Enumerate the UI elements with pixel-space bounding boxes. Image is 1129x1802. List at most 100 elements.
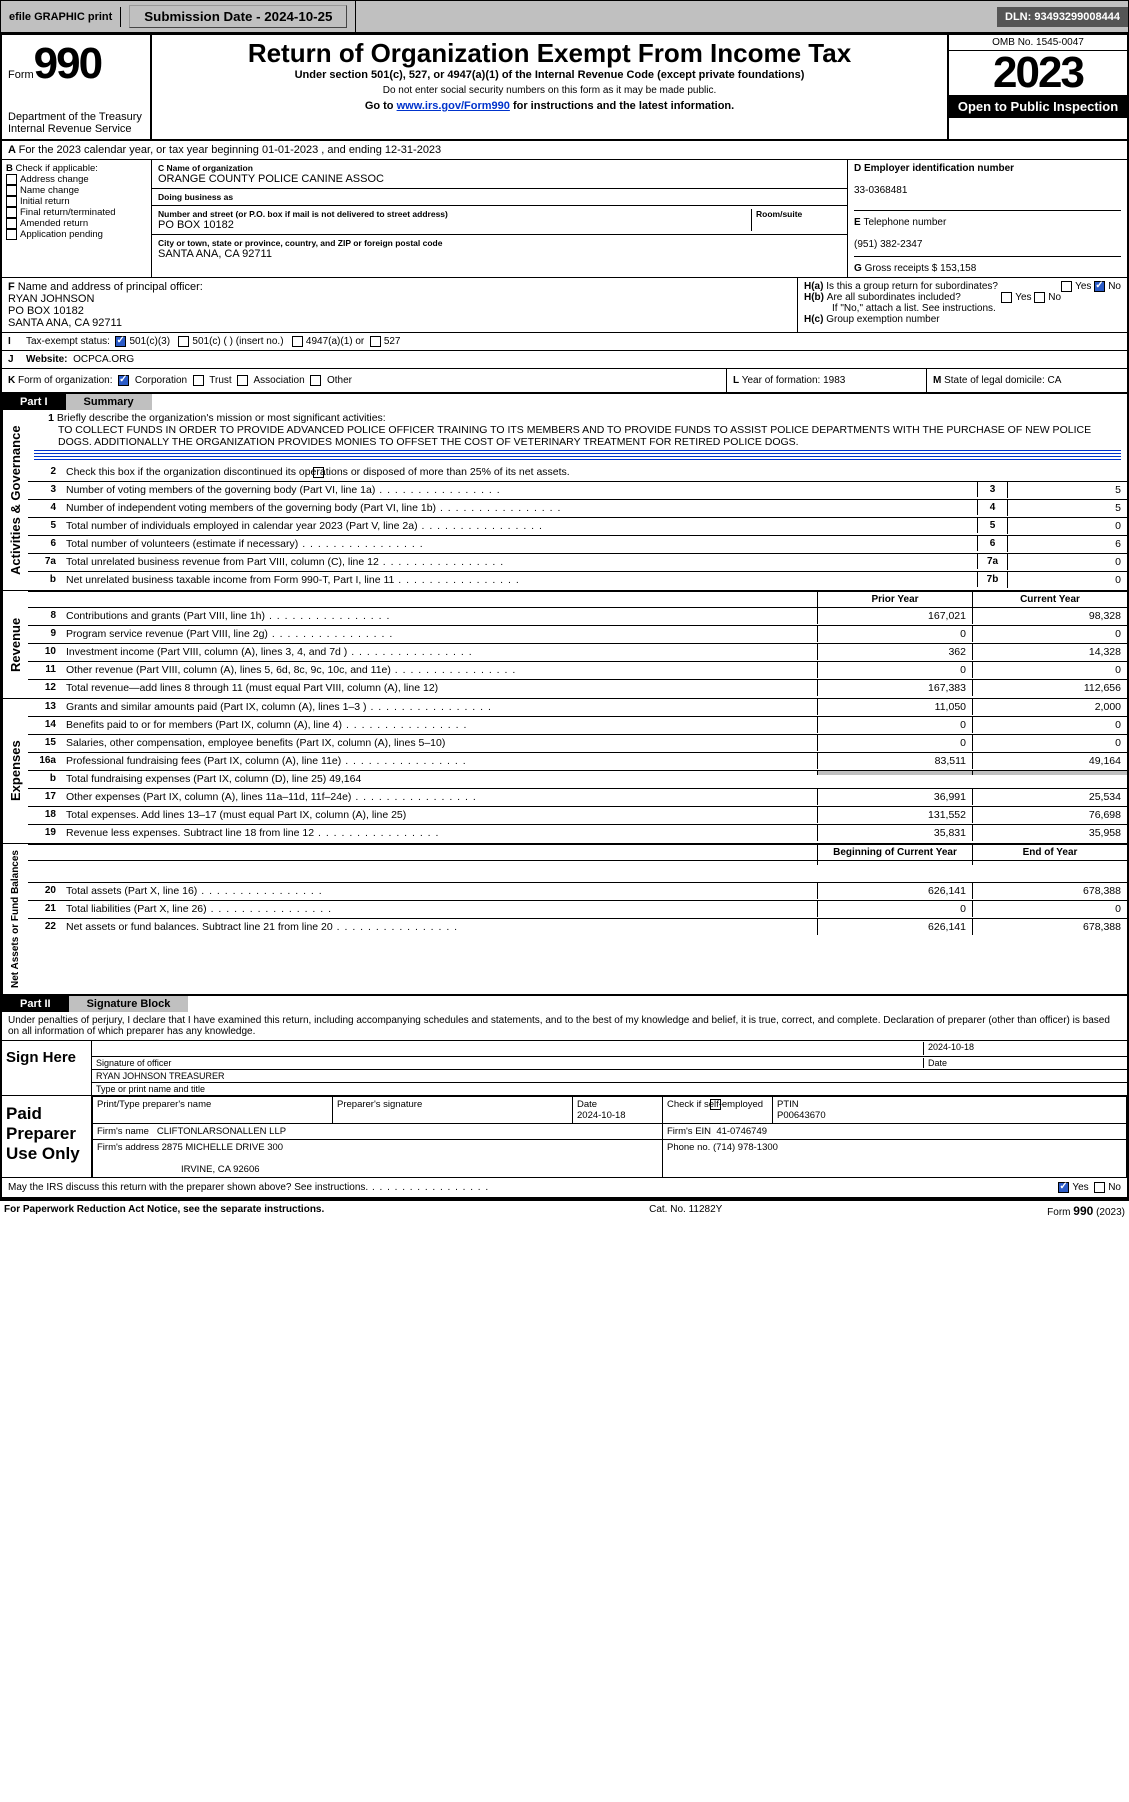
website-value: OCPCA.ORG [73, 354, 134, 365]
ein-value: 33-0368481 [854, 185, 907, 196]
v6: 6 [1007, 536, 1127, 552]
state-domicile: CA [1048, 375, 1062, 386]
checkbox-assoc[interactable] [237, 375, 248, 386]
dln-label: DLN: 93493299008444 [997, 7, 1128, 27]
row-org-name: C Name of organization ORANGE COUNTY POL… [152, 160, 847, 189]
open-inspection-badge: Open to Public Inspection [949, 95, 1127, 118]
entity-block: B Check if applicable: Address change Na… [2, 160, 1127, 278]
form-header: Form990 Department of the Treasury Inter… [2, 35, 1127, 141]
v5: 0 [1007, 518, 1127, 534]
side-label-governance: Activities & Governance [2, 410, 28, 590]
side-label-net: Net Assets or Fund Balances [2, 844, 28, 994]
checkbox-trust[interactable] [193, 375, 204, 386]
perjury-statement: Under penalties of perjury, I declare th… [2, 1012, 1127, 1041]
phone-value: (951) 382-2347 [854, 239, 922, 250]
checkbox-hb-yes[interactable] [1001, 292, 1012, 303]
ptin-value: P00643670 [777, 1110, 826, 1121]
form990-link[interactable]: www.irs.gov/Form990 [397, 100, 510, 112]
paid-preparer-block: Paid Preparer Use Only Print/Type prepar… [2, 1096, 1127, 1178]
cat-no: Cat. No. 11282Y [649, 1204, 722, 1218]
subtitle-2: Do not enter social security numbers on … [158, 85, 941, 96]
header-left: Form990 Department of the Treasury Inter… [2, 35, 152, 139]
v7b: 0 [1007, 572, 1127, 588]
discuss-row: May the IRS discuss this return with the… [2, 1178, 1127, 1199]
row-i: I Tax-exempt status: 501(c)(3) 501(c) ( … [2, 333, 1127, 351]
checkbox-discontinued[interactable] [313, 467, 324, 478]
top-toolbar: efile GRAPHIC print Submission Date - 20… [0, 0, 1129, 33]
checkbox-4947[interactable] [292, 336, 303, 347]
row-klm: K Form of organization: Corporation Trus… [2, 369, 1127, 394]
side-label-revenue: Revenue [2, 591, 28, 698]
form-title: Return of Organization Exempt From Incom… [158, 38, 941, 69]
side-label-expenses: Expenses [2, 699, 28, 843]
line-2: 2Check this box if the organization disc… [28, 464, 1127, 482]
checkbox-501c[interactable] [178, 336, 189, 347]
sign-here-label: Sign Here [2, 1041, 92, 1095]
mission-text: TO COLLECT FUNDS IN ORDER TO PROVIDE ADV… [34, 424, 1121, 448]
paid-preparer-label: Paid Preparer Use Only [2, 1096, 92, 1177]
submission-date: Submission Date - 2024-10-25 [121, 1, 356, 32]
checkbox-ha-no[interactable] [1094, 281, 1105, 292]
v4: 5 [1007, 500, 1127, 516]
officer-addr2: SANTA ANA, CA 92711 [8, 317, 122, 329]
checkbox-ha-yes[interactable] [1061, 281, 1072, 292]
dept-treasury: Department of the Treasury [8, 111, 144, 123]
f-h-row: F Name and address of principal officer:… [2, 278, 1127, 333]
efile-label: efile GRAPHIC print [1, 7, 121, 27]
col-deg: D Employer identification number 33-0368… [847, 160, 1127, 277]
officer-name: RYAN JOHNSON [8, 293, 94, 305]
street-address: PO BOX 10182 [158, 219, 751, 231]
checkbox-527[interactable] [370, 336, 381, 347]
checkbox-other[interactable] [310, 375, 321, 386]
firm-name: CLIFTONLARSONALLEN LLP [157, 1126, 286, 1137]
firm-phone: (714) 978-1300 [713, 1142, 778, 1153]
line-1: 1 Briefly describe the organization's mi… [28, 410, 1127, 464]
officer-addr1: PO BOX 10182 [8, 305, 84, 317]
checkbox-discuss-no[interactable] [1094, 1182, 1105, 1193]
submission-date-button[interactable]: Submission Date - 2024-10-25 [129, 5, 347, 28]
firm-ein: 41-0746749 [716, 1126, 767, 1137]
part1-header: Part I Summary [2, 394, 1127, 410]
irs-label: Internal Revenue Service [8, 123, 144, 135]
h-box: H(a) Is this a group return for subordin… [797, 278, 1127, 332]
checkbox-hb-no[interactable] [1034, 292, 1045, 303]
subtitle-1: Under section 501(c), 527, or 4947(a)(1)… [158, 69, 941, 81]
header-mid: Return of Organization Exempt From Incom… [152, 35, 947, 139]
checkbox-amended-return[interactable] [6, 218, 17, 229]
sign-here-block: Sign Here 2024-10-18 Signature of office… [2, 1041, 1127, 1096]
paid-preparer-table: Print/Type preparer's name Preparer's si… [92, 1096, 1127, 1177]
section-net-assets: Net Assets or Fund Balances Beginning of… [2, 844, 1127, 996]
subtitle-3: Go to www.irs.gov/Form990 for instructio… [158, 100, 941, 112]
header-right: OMB No. 1545-0047 2023 Open to Public In… [947, 35, 1127, 139]
org-name: ORANGE COUNTY POLICE CANINE ASSOC [158, 173, 841, 185]
col-c-name-address: C Name of organization ORANGE COUNTY POL… [152, 160, 847, 277]
row-street: Number and street (or P.O. box if mail i… [152, 206, 847, 235]
row-j: J Website: OCPCA.ORG [2, 351, 1127, 369]
city-state-zip: SANTA ANA, CA 92711 [158, 248, 841, 260]
v3: 5 [1007, 482, 1127, 498]
checkbox-corp[interactable] [118, 375, 129, 386]
section-governance: Activities & Governance 1 Briefly descri… [2, 410, 1127, 591]
row-city: City or town, state or province, country… [152, 235, 847, 263]
v7a: 0 [1007, 554, 1127, 570]
checkbox-self-employed[interactable] [710, 1099, 721, 1110]
form-word: Form [8, 69, 34, 81]
checkbox-application-pending[interactable] [6, 229, 17, 240]
line-a-tax-year: A For the 2023 calendar year, or tax yea… [2, 141, 1127, 160]
form-ref: Form 990 (2023) [1047, 1204, 1125, 1218]
tax-year: 2023 [949, 51, 1127, 95]
checkbox-discuss-yes[interactable] [1058, 1182, 1069, 1193]
footer: For Paperwork Reduction Act Notice, see … [0, 1201, 1129, 1221]
form-number: 990 [34, 39, 101, 88]
checkbox-initial-return[interactable] [6, 196, 17, 207]
pra-notice: For Paperwork Reduction Act Notice, see … [4, 1204, 324, 1218]
checkbox-501c3[interactable] [115, 336, 126, 347]
checkbox-final-return[interactable] [6, 207, 17, 218]
section-revenue: Revenue Prior YearCurrent Year 8Contribu… [2, 591, 1127, 699]
year-formation: 1983 [823, 375, 845, 386]
col-b-checkboxes: B Check if applicable: Address change Na… [2, 160, 152, 277]
checkbox-address-change[interactable] [6, 174, 17, 185]
checkbox-name-change[interactable] [6, 185, 17, 196]
form-990-frame: Form990 Department of the Treasury Inter… [0, 33, 1129, 1201]
part2-header: Part II Signature Block [2, 996, 1127, 1012]
